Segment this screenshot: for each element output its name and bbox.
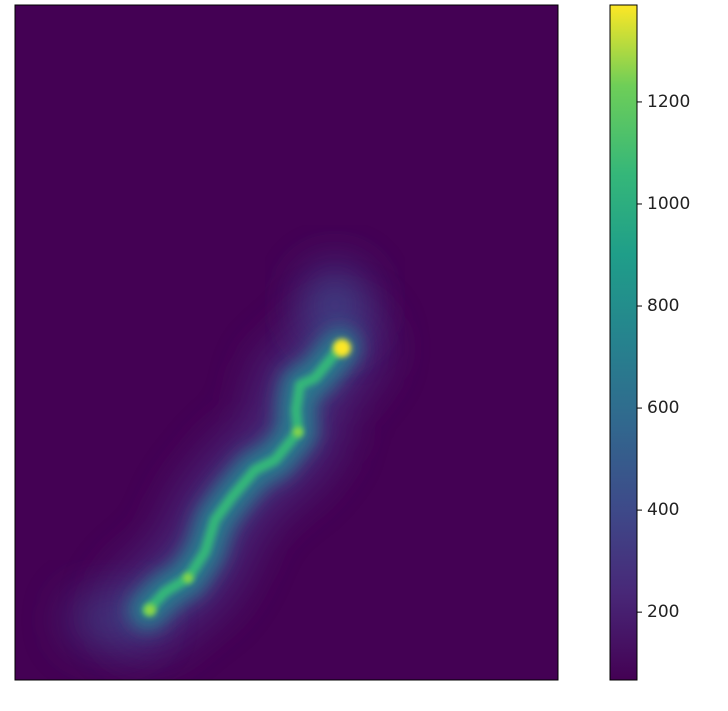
colorbar-tick-label: 800 [647, 296, 679, 316]
image-frame [14, 4, 559, 681]
colorbar [609, 4, 638, 681]
heatmap-image [15, 5, 558, 680]
colorbar-tick-label: 400 [647, 500, 679, 520]
colorbar-tick-label: 600 [647, 398, 679, 418]
colorbar-tick-label: 1000 [647, 194, 690, 214]
colorbar-tick-label: 1200 [647, 92, 690, 112]
colorbar-tick-label: 200 [647, 602, 679, 622]
